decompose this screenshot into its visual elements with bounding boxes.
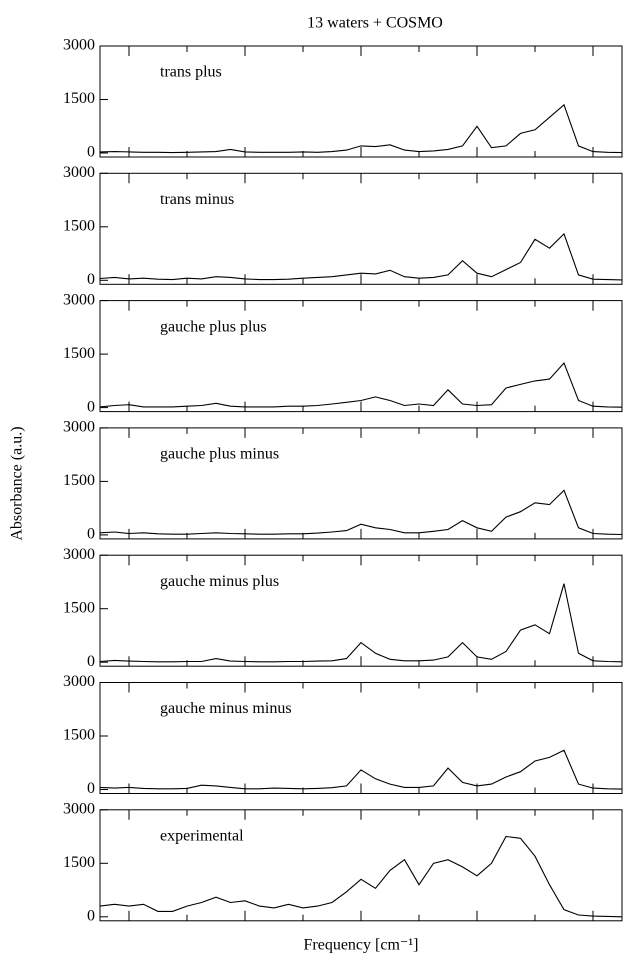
y-tick-label: 1500 bbox=[63, 472, 95, 489]
chart-title: 13 waters + COSMO bbox=[307, 15, 443, 32]
panel-frame bbox=[99, 554, 623, 667]
spectrum-line bbox=[99, 489, 623, 536]
y-tick-label: 1500 bbox=[63, 854, 95, 871]
y-tick-label: 3000 bbox=[63, 37, 95, 54]
y-tick-label: 0 bbox=[87, 780, 95, 797]
panel-annotation: gauche minus minus bbox=[160, 700, 292, 717]
panel-annotation: gauche plus minus bbox=[160, 446, 279, 463]
spectrum-line bbox=[99, 583, 623, 663]
y-tick-label: 3000 bbox=[63, 419, 95, 436]
spectrum-line bbox=[99, 361, 623, 408]
y-tick-label: 1500 bbox=[63, 727, 95, 744]
y-tick-label: 0 bbox=[87, 398, 95, 415]
y-tick-label: 3000 bbox=[63, 291, 95, 308]
panel-frame bbox=[99, 172, 623, 285]
panel-annotation: trans minus bbox=[160, 191, 234, 208]
y-axis-label: Absorbance (a.u.) bbox=[9, 426, 26, 540]
y-tick-label: 3000 bbox=[63, 546, 95, 563]
y-tick-label: 3000 bbox=[63, 800, 95, 817]
panel-frame bbox=[99, 427, 623, 540]
y-tick-label: 0 bbox=[87, 907, 95, 924]
spectrum-line bbox=[99, 232, 623, 281]
y-tick-label: 0 bbox=[87, 526, 95, 543]
panel-frame bbox=[99, 809, 623, 922]
y-tick-label: 3000 bbox=[63, 673, 95, 690]
panel-annotation: experimental bbox=[160, 827, 244, 844]
y-tick-label: 1500 bbox=[63, 90, 95, 107]
y-tick-label: 1500 bbox=[63, 345, 95, 362]
panel-frame bbox=[99, 300, 623, 413]
y-tick-label: 1500 bbox=[63, 217, 95, 234]
y-tick-label: 0 bbox=[87, 653, 95, 670]
panel-annotation: gauche plus plus bbox=[160, 318, 267, 335]
panel-frame bbox=[99, 682, 623, 794]
y-tick-label: 1500 bbox=[63, 599, 95, 616]
panel-frame bbox=[99, 45, 623, 158]
spectrum-line bbox=[99, 103, 623, 154]
panel-annotation: gauche minus plus bbox=[160, 573, 279, 590]
panel-annotation: trans plus bbox=[160, 64, 222, 81]
y-tick-label: 3000 bbox=[63, 164, 95, 181]
y-tick-label: 0 bbox=[87, 144, 95, 161]
x-axis-label: Frequency [cm⁻¹] bbox=[304, 937, 419, 954]
spectrum-line bbox=[99, 835, 623, 918]
y-tick-label: 0 bbox=[87, 271, 95, 288]
spectrum-line bbox=[99, 749, 623, 790]
